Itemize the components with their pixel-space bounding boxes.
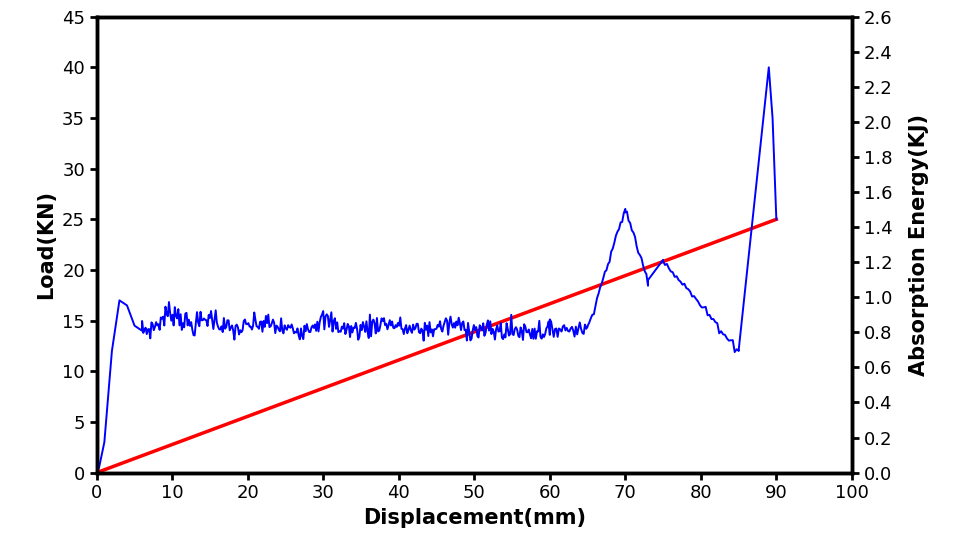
Y-axis label: Load(KN): Load(KN)	[37, 190, 56, 299]
Y-axis label: Absorption Energy(KJ): Absorption Energy(KJ)	[909, 113, 929, 376]
X-axis label: Displacement(mm): Displacement(mm)	[363, 508, 586, 528]
